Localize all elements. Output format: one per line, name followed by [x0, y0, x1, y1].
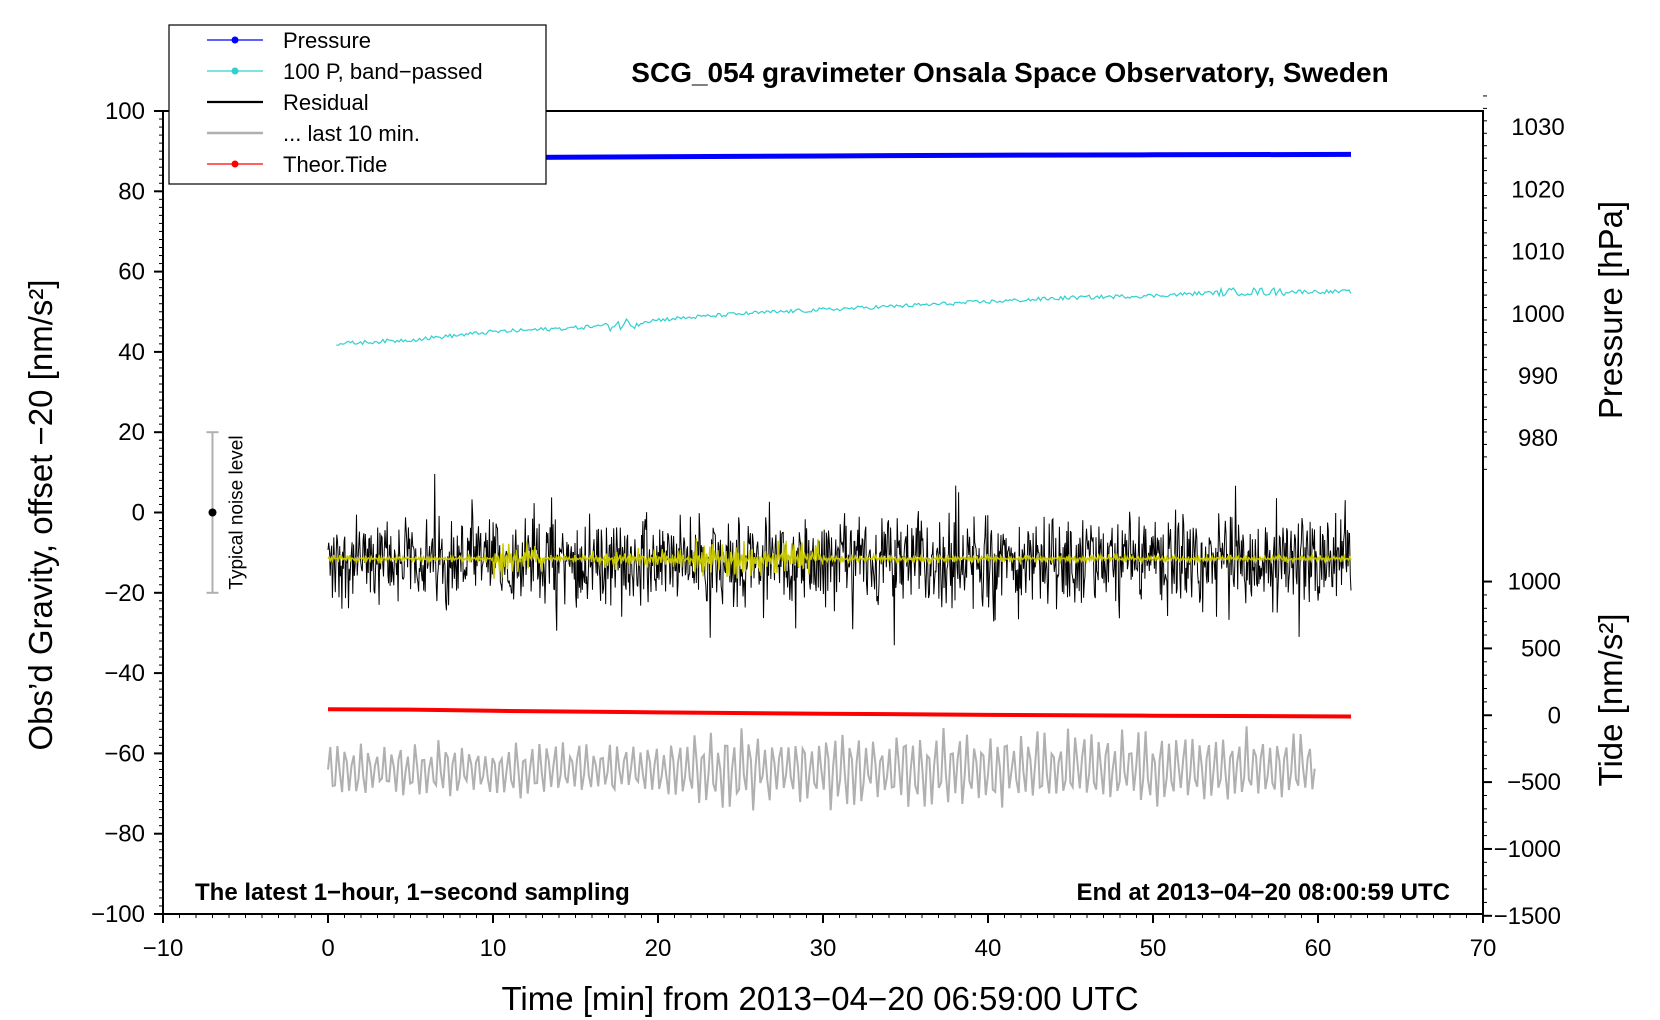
annotation-end-time: End at 2013−04−20 08:00:59 UTC [1076, 879, 1450, 906]
tide-tick-label: 0 [1548, 702, 1561, 729]
y-tick-label: 40 [118, 339, 145, 366]
y-tick-label: 20 [118, 419, 145, 446]
tide-tick-label: −500 [1507, 769, 1561, 796]
x-axis-label: Time [min] from 2013−04−20 06:59:00 UTC [501, 980, 1138, 1017]
y-tick-label: −20 [104, 580, 145, 607]
y-axis-tide: −1500 −1000 −500 0 500 1000 [1483, 569, 1561, 930]
y-tick-label: −60 [104, 740, 145, 767]
noise-bar-point [208, 508, 217, 517]
legend-marker [231, 67, 239, 75]
y-tick-label: 0 [132, 500, 145, 527]
pressure-tick-label: 1000 [1511, 301, 1564, 328]
x-tick-label: 10 [480, 935, 507, 962]
x-tick-label: 50 [1140, 935, 1167, 962]
y-tick-label: 60 [118, 259, 145, 286]
x-tick-label: 70 [1470, 935, 1497, 962]
band-passed-series [336, 286, 1352, 347]
x-axis: −10 0 10 20 30 40 50 60 70 [143, 914, 1497, 962]
tide-axis-label: Tide [nm/s²] [1592, 614, 1629, 787]
y-axis-gravity: −100 −80 −60 −40 −20 0 20 40 60 80 100 [91, 98, 163, 928]
residual-smoothed-series [327, 538, 1352, 579]
pressure-tick-label: 990 [1518, 363, 1558, 390]
x-tick-label: 60 [1305, 935, 1332, 962]
theoretical-tide-series [327, 707, 1352, 719]
y-tick-label: −40 [104, 660, 145, 687]
x-tick-label: −10 [143, 935, 184, 962]
y-tick-label: −80 [104, 821, 145, 848]
y-axis-pressure: 980 990 1000 1010 1020 1030 [1483, 95, 1565, 470]
legend-label: 100 P, band−passed [283, 59, 483, 84]
tide-tick-label: 500 [1521, 635, 1561, 662]
legend: Pressure 100 P, band−passed Residual ... la… [168, 24, 547, 185]
tide-tick-label: −1500 [1494, 903, 1561, 930]
tide-tick-label: 1000 [1508, 569, 1561, 596]
legend-marker [231, 36, 239, 44]
chart-title: SCG_054 gravimeter Onsala Space Observat… [631, 57, 1388, 88]
legend-label: ... last 10 min. [283, 121, 420, 146]
x-tick-label: 30 [810, 935, 837, 962]
pressure-tick-label: 1020 [1511, 176, 1564, 203]
noise-bar: Typical noise level [206, 431, 248, 594]
y-tick-label: −100 [91, 901, 145, 928]
series-layer [327, 151, 1352, 811]
pressure-axis-label: Pressure [hPa] [1592, 201, 1629, 419]
legend-label: Pressure [283, 28, 371, 53]
annotation-sampling: The latest 1−hour, 1−second sampling [195, 879, 630, 906]
pressure-tick-label: 1010 [1511, 239, 1564, 266]
pressure-tick-label: 980 [1518, 425, 1558, 452]
x-tick-label: 0 [321, 935, 334, 962]
y-tick-label: 80 [118, 178, 145, 205]
legend-label: Residual [283, 90, 369, 115]
legend-label: Theor.Tide [283, 152, 387, 177]
last-10-min-series [327, 726, 1316, 811]
tide-tick-label: −1000 [1494, 836, 1561, 863]
noise-bar-label: Typical noise level [227, 435, 248, 589]
legend-box [168, 24, 547, 185]
x-tick-label: 40 [975, 935, 1002, 962]
plot-frame [162, 110, 1484, 915]
y-axis-label: Obs’d Gravity, offset −20 [nm/s²] [22, 279, 59, 750]
legend-marker [231, 160, 239, 168]
y-tick-label: 100 [105, 98, 145, 125]
x-tick-label: 20 [645, 935, 672, 962]
pressure-tick-label: 1030 [1511, 114, 1564, 141]
